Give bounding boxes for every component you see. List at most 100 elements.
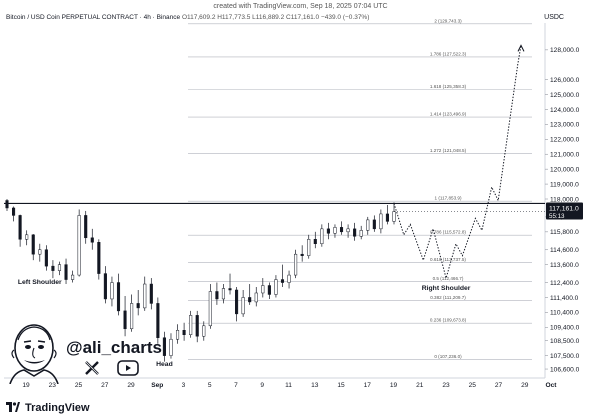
candle-body (156, 303, 160, 338)
y-tick-label: 114,600.0 (550, 247, 579, 254)
x-tick-label: 3 (182, 382, 186, 389)
handle-text: @ali_charts (66, 338, 162, 357)
y-tick-label: 108,500.0 (550, 338, 580, 345)
fib-level-label: 0 (107,236.0) (434, 354, 462, 359)
candle-body (326, 228, 330, 234)
ohlc-values: O117,609.2 H117,773.5 L116,889.2 C117,16… (181, 14, 370, 21)
candle-body (149, 283, 153, 304)
pattern-annotation: Left Shoulder (18, 279, 62, 286)
x-tick-label: 23 (49, 382, 57, 389)
candle-body (18, 215, 22, 240)
candle-body (44, 249, 48, 267)
candle-body (208, 291, 212, 327)
candle-body (359, 230, 363, 237)
x-tick-label: 5 (208, 382, 212, 389)
x-tick-label: 27 (495, 382, 503, 389)
y-tick-label: 113,600.0 (550, 262, 579, 269)
candle-body (280, 279, 285, 283)
candle-body (215, 291, 219, 300)
candle-body (379, 213, 383, 230)
y-tick-label: 125,000.0 (550, 92, 580, 99)
candle-body (202, 325, 206, 337)
price-badge (546, 202, 583, 220)
candle-body (195, 315, 199, 337)
price-badge-countdown: 55:13 (549, 213, 565, 220)
candle-body (307, 239, 311, 256)
candle-body (235, 289, 239, 315)
x-tick-label: 27 (101, 382, 109, 389)
projection-arrowhead (517, 44, 525, 52)
fib-level-label: 0.618 (113,737.5) (430, 257, 466, 262)
y-tick-label: 122,000.0 (550, 137, 580, 144)
candle-body (84, 215, 88, 239)
candle-body (51, 265, 55, 271)
currency-label: USDC (544, 14, 564, 21)
x-logo-icon[interactable] (84, 360, 100, 381)
fib-level-label: 0.786 (115,572.8) (430, 230, 466, 235)
projection-path (393, 45, 522, 280)
candle-body (162, 337, 166, 356)
candle-body (241, 297, 245, 315)
candle-body (353, 228, 357, 237)
y-tick-label: 112,400.0 (550, 280, 579, 287)
tradingview-brand[interactable]: TradingView (6, 399, 90, 417)
x-tick-label: 19 (390, 382, 398, 389)
x-tick-label: 19 (22, 382, 30, 389)
x-tick-label: 7 (234, 382, 238, 389)
fib-level-label: 0.236 (109,673.8) (430, 318, 467, 323)
candle-body (64, 264, 68, 280)
candle-body (287, 274, 291, 283)
candle-body (228, 288, 232, 291)
candle-body (31, 234, 35, 255)
x-tick-label: 29 (127, 382, 135, 389)
x-tick-label: Oct (546, 382, 558, 389)
x-tick-label: 13 (311, 382, 319, 389)
fib-level-label: 0.5 (112,466.7) (433, 276, 464, 281)
y-tick-label: 109,400.0 (550, 325, 580, 332)
fib-level-label: 1 (117,853.9) (435, 196, 462, 201)
candle-body (366, 219, 370, 231)
candle-body (254, 292, 258, 303)
candle-body (38, 249, 42, 255)
pattern-annotation: Head (156, 361, 173, 368)
candle-body (221, 288, 226, 300)
social-icons (84, 360, 139, 381)
candle-body (182, 330, 186, 335)
candle-body (5, 200, 9, 209)
candle-body (248, 297, 252, 303)
youtube-icon[interactable] (117, 360, 139, 381)
candle-body (90, 237, 94, 243)
candle-body (274, 279, 278, 295)
price-badge-value: 117,161.0 (549, 206, 579, 213)
candle-body (261, 285, 265, 294)
y-tick-label: 115,800.0 (550, 229, 579, 236)
y-tick-label: 126,000.0 (550, 77, 580, 84)
y-tick-label: 123,000.0 (550, 122, 580, 129)
candle-body (116, 282, 121, 312)
candle-body (175, 330, 180, 340)
candle-body (71, 274, 75, 280)
y-tick-label: 128,000.0 (550, 47, 580, 54)
candle-body (25, 234, 29, 240)
candle-body (189, 315, 193, 335)
x-tick-label: 11 (285, 382, 292, 389)
candle-body (12, 207, 16, 216)
y-tick-label: 120,000.0 (550, 166, 580, 173)
fib-level-label: 1.618 (125,358.3) (430, 84, 467, 89)
candle-body (267, 285, 271, 295)
x-tick-label: 17 (364, 382, 372, 389)
candle-body (320, 228, 324, 245)
x-tick-label: 21 (416, 382, 424, 389)
candle-body (130, 303, 134, 330)
x-tick-label: 25 (75, 382, 83, 389)
candle-body (313, 239, 317, 245)
avatar-caricature (2, 320, 64, 389)
candle-body (143, 283, 147, 309)
candle-body (346, 228, 350, 233)
candle-body (123, 310, 127, 330)
y-tick-label: 119,000.0 (550, 181, 579, 188)
candle-body (103, 273, 107, 300)
tradingview-logo-icon (6, 399, 20, 417)
fib-level-label: 2 (129,743.3) (434, 18, 462, 23)
